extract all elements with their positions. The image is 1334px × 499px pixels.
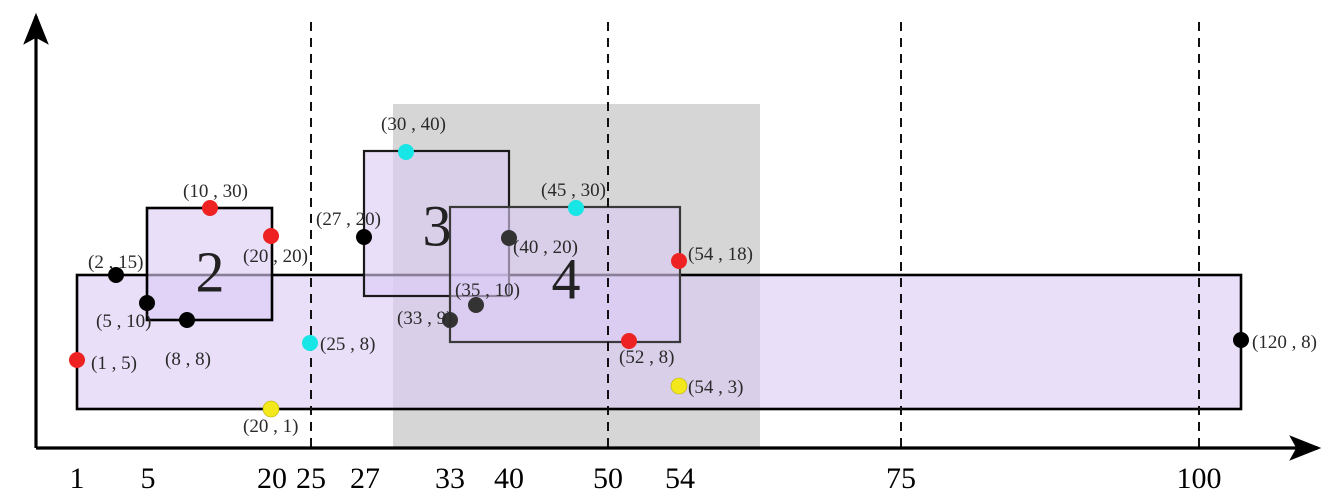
point-label-339: (33 , 9) [397, 308, 452, 329]
axes-layer [23, 12, 1322, 461]
point-25-8[interactable] [302, 335, 318, 351]
point-30-40[interactable] [398, 144, 414, 160]
x-axis-tick-labels: 1 5 20 25 27 33 40 50 54 75 100 [70, 462, 1222, 495]
point-27-20[interactable] [356, 229, 372, 245]
point-20-1[interactable] [262, 400, 280, 418]
rectangles-layer [75, 149, 1243, 411]
x-tick-label-40: 40 [494, 462, 524, 495]
point-label-88: (8 , 8) [165, 349, 211, 370]
point-label-4020: (40 , 20) [513, 237, 578, 258]
point-label-4530: (45 , 30) [541, 180, 606, 201]
point-5-10[interactable] [139, 295, 155, 311]
point-40-20[interactable] [501, 230, 517, 246]
dashed-gridlines-layer [310, 22, 1200, 448]
point-2-15[interactable] [108, 267, 124, 283]
point-label-510: (5 , 10) [96, 311, 151, 332]
mbr-rectangle-4 [448, 205, 682, 344]
point-8-8[interactable] [179, 312, 195, 328]
point-label-1030: (10 , 30) [183, 181, 248, 202]
x-tick-label-27: 27 [350, 462, 380, 495]
x-tick-label-33: 33 [435, 462, 465, 495]
x-tick-label-50: 50 [593, 462, 623, 495]
rectangle-number-3: 3 [423, 193, 452, 258]
x-tick-label-5: 5 [141, 462, 156, 495]
point-1-5[interactable] [69, 352, 85, 368]
point-label-3040: (30 , 40) [381, 114, 446, 135]
point-10-30[interactable] [202, 200, 218, 216]
rectangle-number-2: 2 [196, 239, 225, 304]
point-35-10[interactable] [468, 297, 484, 313]
x-tick-label-100: 100 [1177, 462, 1222, 495]
rectangle-number-4: 4 [552, 246, 581, 311]
point-label-258: (25 , 8) [320, 334, 375, 355]
rectangle-numbers-layer: 2 3 4 [196, 193, 581, 311]
point-label-2720: (27 , 20) [316, 209, 381, 230]
x-tick-label-75: 75 [886, 462, 916, 495]
point-label-15: (1 , 5) [91, 353, 137, 374]
point-label-3510: (35 , 10) [455, 280, 520, 301]
point-54-18[interactable] [671, 253, 687, 269]
point-label-2020: (20 , 20) [243, 246, 308, 267]
point-label-1208: (120 , 8) [1252, 332, 1317, 353]
point-labels-layer: (1 , 5) (2 , 15) (5 , 10) (8 , 8) (10 , 30) (… [88, 114, 1317, 437]
point-52-8[interactable] [621, 333, 637, 349]
point-label-528: (52 , 8) [619, 347, 674, 368]
point-45-30[interactable] [568, 200, 584, 216]
x-tick-label-20: 20 [257, 462, 287, 495]
point-label-215: (2 , 15) [88, 252, 143, 273]
point-54-3[interactable] [670, 377, 688, 395]
data-points-layer [69, 144, 1249, 418]
x-tick-label-25: 25 [296, 462, 326, 495]
point-label-5418: (54 , 18) [688, 244, 753, 265]
point-label-543: (54 , 3) [688, 377, 743, 398]
x-tick-label-54: 54 [665, 462, 695, 495]
point-33-9[interactable] [442, 312, 458, 328]
x-tick-label-1: 1 [70, 462, 85, 495]
point-120-8[interactable] [1233, 332, 1249, 348]
point-20-20[interactable] [263, 228, 279, 244]
point-label-201: (20 , 1) [243, 416, 298, 437]
